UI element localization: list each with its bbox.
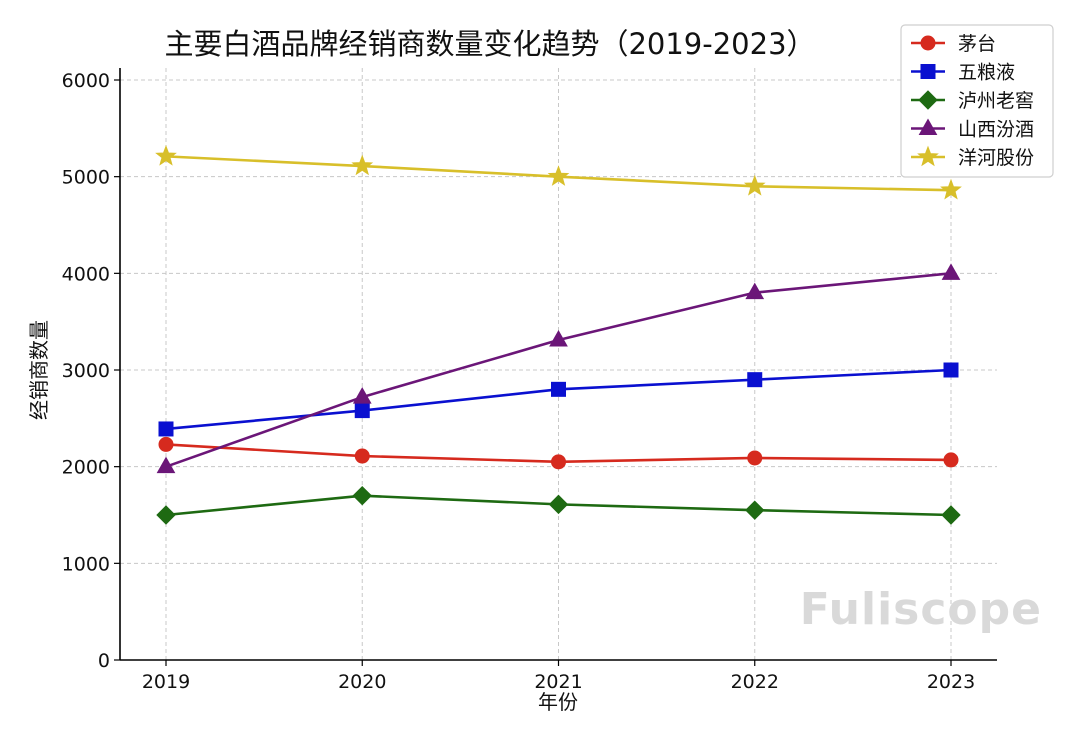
data-point [943,452,959,468]
data-point [354,403,370,419]
data-point [155,144,177,166]
legend-marker [918,118,938,135]
legend-item: 泸州老窖 [911,90,1034,112]
data-point [156,505,176,525]
y-tick-label: 6000 [62,70,110,92]
data-point [548,494,569,515]
legend-frame [900,24,1054,178]
legend-marker [920,35,936,51]
x-tick-label: 2021 [534,671,582,693]
data-point [352,485,372,506]
legend-item: 茅台 [911,33,996,55]
legend-item: 五粮液 [911,62,1015,84]
data-point [351,154,374,176]
x-tick-label: 2023 [927,671,975,693]
data-point [943,362,959,378]
data-point [551,454,566,470]
legend-label: 五粮液 [958,62,1015,84]
data-point [549,330,568,347]
y-tick-label: 1000 [62,553,110,575]
series-2 [158,362,959,437]
y-axis-title: 经销商数量 [27,320,51,420]
data-point [745,500,765,520]
series-1 [158,436,959,470]
y-tick-label: 2000 [62,457,110,479]
grid [120,68,997,660]
legend-marker [917,145,939,167]
data-point [352,387,372,404]
legend-marker [918,90,938,110]
legend-marker [920,64,936,79]
data-point [158,421,174,437]
series-group [155,144,962,525]
data-point [747,372,763,388]
x-axis-title: 年份 [538,690,578,714]
series-4 [156,263,961,474]
series-3 [156,485,961,525]
legend-label: 洋河股份 [958,147,1034,169]
legend-label: 茅台 [958,33,996,55]
data-point [354,448,370,464]
data-point [747,450,763,466]
y-tick-label: 5000 [62,167,110,189]
legend-label: 泸州老窖 [958,90,1034,112]
data-point [745,282,765,300]
data-point [743,174,766,196]
data-point [940,178,962,200]
chart-title: 主要白酒品牌经销商数量变化趋势（2019-2023） [164,27,815,61]
data-point [551,381,566,397]
data-point [158,436,174,452]
legend-item: 山西汾酒 [911,118,1034,141]
legend-item: 洋河股份 [911,145,1034,169]
watermark-text: Fuliscope [800,584,1042,635]
x-tick-label: 2019 [142,671,190,693]
data-point [547,165,570,186]
axes: 0 1000 2000 3000 4000 5000 6000 2019 2020 2021 202… [62,68,997,693]
x-tick-label: 2020 [338,671,386,693]
y-tick-label: 4000 [62,263,110,285]
series-5 [155,144,962,200]
data-point [941,263,961,280]
legend-label: 山西汾酒 [958,119,1034,141]
y-tick-label: 0 [98,650,110,672]
data-point [156,456,176,474]
y-tick-label: 3000 [62,360,110,382]
data-point [941,505,961,525]
x-tick-label: 2022 [731,671,779,693]
